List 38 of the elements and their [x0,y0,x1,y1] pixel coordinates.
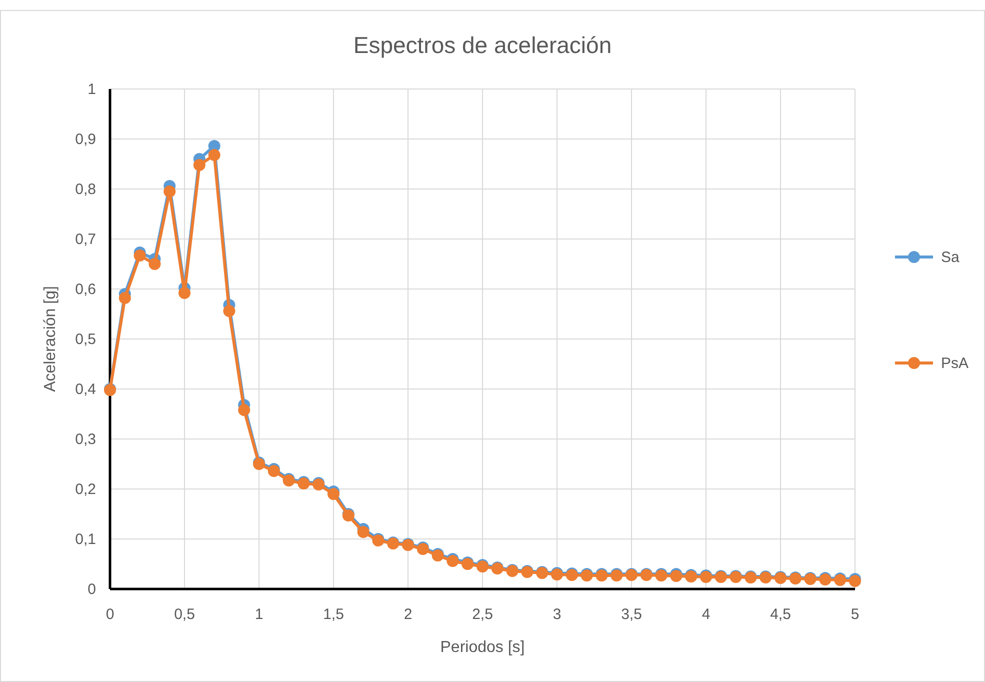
point [118,292,131,304]
y-tick-label: 0,1 [75,531,96,548]
point [134,250,146,262]
y-tick-label: 1 [88,81,96,98]
point [164,186,176,198]
legend-label: PsA [941,355,969,372]
y-axis-title: Aceleración [g] [42,286,59,392]
point [193,159,206,171]
x-tick-label: 4,5 [770,606,791,623]
y-tick-label: 0,5 [75,331,96,348]
x-tick-label: 4 [702,606,710,623]
y-tick-label: 0,9 [75,131,96,148]
point [357,526,370,538]
x-tick-label: 3 [552,606,562,623]
x-tick-label: 5 [850,606,860,623]
point [238,404,250,416]
legend-label: Sa [941,249,960,266]
y-tick-label: 0,2 [75,481,96,498]
x-tick-label: 2,5 [472,606,493,623]
x-tick-label: 0,5 [174,606,195,623]
y-tick-label: 0,4 [75,381,96,398]
point [223,305,236,317]
x-tick-label: 0 [106,606,114,623]
y-tick-label: 0 [88,581,96,598]
y-tick-label: 0,3 [75,431,96,448]
point [148,258,161,270]
y-tick-label: 0,7 [75,231,96,248]
chart-title: Espectros de aceleración [353,32,612,58]
x-tick-label: 3,5 [621,606,642,623]
x-tick-label: 2 [404,606,412,623]
x-tick-label: 1,5 [323,606,344,623]
point [328,488,340,500]
y-tick-label: 0,8 [75,181,96,198]
y-tick-label: 0,6 [75,281,96,298]
x-tick-label: 1 [254,606,264,623]
point [208,149,220,161]
x-axis-title: Periodos [s] [440,639,525,656]
point [178,287,190,299]
